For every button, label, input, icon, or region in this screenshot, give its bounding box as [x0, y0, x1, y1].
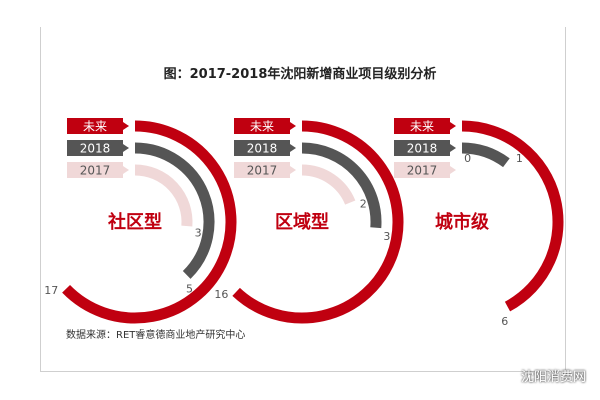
pill-pointer-icon: [450, 166, 456, 174]
legend-pill: [234, 162, 290, 178]
group-label: 城市级: [435, 211, 490, 233]
legend-pill: [67, 140, 123, 156]
pill-pointer-icon: [450, 122, 456, 130]
pill-pointer-icon: [123, 166, 129, 174]
arc-2018: [461, 142, 510, 168]
arc-2018: [134, 142, 215, 279]
legend-label: 2017: [80, 164, 111, 178]
legend-label: 2017: [407, 164, 438, 178]
value-label: 2: [360, 197, 367, 210]
group-label: 社区型: [108, 211, 162, 233]
value-label: 16: [214, 288, 228, 301]
group-label: 区域型: [275, 211, 329, 233]
arc-未来: [232, 120, 404, 324]
value-label: 0: [464, 152, 471, 165]
legend-pill: [234, 118, 290, 134]
pill-pointer-icon: [123, 144, 129, 152]
legend-pill: [67, 118, 123, 134]
pill-pointer-icon: [450, 144, 456, 152]
value-label: 5: [186, 283, 193, 296]
legend-label: 2018: [247, 142, 278, 156]
pill-pointer-icon: [290, 166, 296, 174]
arc-未来: [62, 120, 237, 324]
chart-title: 图：2017-2018年沈阳新增商业项目级别分析: [163, 67, 437, 82]
legend-label: 未来: [83, 120, 107, 134]
legend-label: 2018: [407, 142, 438, 156]
pill-pointer-icon: [123, 122, 129, 130]
arc-2017: [301, 164, 356, 205]
value-label: 6: [501, 315, 508, 328]
legend-pill: [394, 162, 450, 178]
pill-pointer-icon: [290, 144, 296, 152]
legend-label: 未来: [250, 120, 274, 134]
legend-pill: [394, 118, 450, 134]
watermark: 沈阳消费网: [520, 370, 586, 385]
legend-label: 2017: [247, 164, 278, 178]
arc-2018: [301, 142, 382, 229]
arc-2017: [134, 164, 193, 227]
value-label: 17: [44, 284, 58, 297]
legend-label: 未来: [410, 120, 434, 134]
value-label: 3: [383, 230, 390, 243]
value-label: 3: [195, 226, 202, 239]
legend-label: 2018: [80, 142, 111, 156]
legend-pill: [67, 162, 123, 178]
arc-未来: [461, 120, 564, 312]
legend-pill: [394, 140, 450, 156]
value-label: 1: [516, 152, 523, 165]
pill-pointer-icon: [290, 122, 296, 130]
legend-pill: [234, 140, 290, 156]
source-note: 数据来源：RET睿意德商业地产研究中心: [66, 330, 246, 341]
